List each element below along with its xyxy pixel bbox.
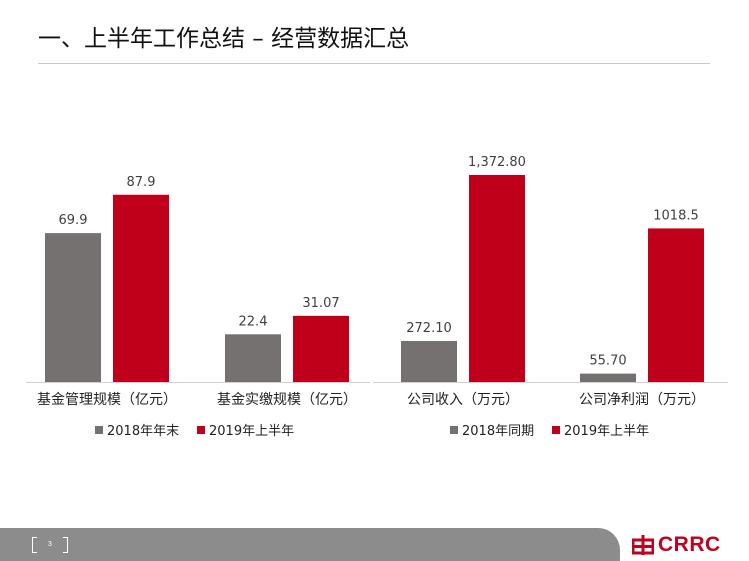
page-bracket-left bbox=[32, 537, 37, 553]
bar bbox=[648, 228, 704, 382]
legend-label: 2018年同期 bbox=[462, 424, 534, 439]
crrc-logo: CRRC bbox=[632, 533, 744, 557]
bar bbox=[401, 340, 457, 382]
legend-label: 2018年年末 bbox=[107, 424, 179, 439]
brand-name: CRRC bbox=[658, 533, 721, 556]
page-number-text: 3 bbox=[48, 541, 52, 548]
data-label: 87.9 bbox=[127, 175, 156, 190]
page-number: 3 bbox=[32, 535, 68, 555]
page-bracket-right bbox=[63, 537, 68, 553]
legend-swatch bbox=[450, 426, 458, 434]
bar bbox=[45, 233, 101, 382]
legend-label: 2019年上半年 bbox=[564, 424, 649, 439]
data-label: 1018.5 bbox=[653, 208, 699, 223]
title-divider bbox=[38, 63, 710, 64]
data-label: 1,372.80 bbox=[468, 155, 526, 170]
legend-swatch bbox=[552, 426, 560, 434]
bar-charts: 69.9 87.9 基金管理规模（亿元） 22.4 31.07 基金实缴规模（亿元） 201… bbox=[26, 155, 728, 439]
legend-swatch bbox=[197, 426, 205, 434]
slide-title: 一、上半年工作总结 – 经营数据汇总 bbox=[38, 26, 410, 52]
data-label: 69.9 bbox=[59, 213, 88, 228]
footer-bar bbox=[0, 528, 620, 561]
category-label: 公司净利润（万元） bbox=[579, 392, 705, 408]
bar bbox=[580, 373, 636, 382]
data-label: 55.70 bbox=[589, 354, 626, 369]
crrc-logo-icon bbox=[632, 535, 654, 555]
bar bbox=[469, 175, 525, 382]
legend-label: 2019年上半年 bbox=[209, 424, 294, 439]
legend-swatch bbox=[95, 426, 103, 434]
data-label: 272.10 bbox=[406, 321, 452, 336]
data-label: 31.07 bbox=[302, 296, 339, 311]
data-label: 22.4 bbox=[239, 314, 268, 329]
category-label: 公司收入（万元） bbox=[407, 392, 519, 408]
bar bbox=[293, 315, 349, 382]
category-label: 基金管理规模（亿元） bbox=[37, 391, 177, 408]
bar bbox=[225, 334, 281, 382]
category-label: 基金实缴规模（亿元） bbox=[217, 391, 357, 408]
bar bbox=[113, 194, 169, 382]
